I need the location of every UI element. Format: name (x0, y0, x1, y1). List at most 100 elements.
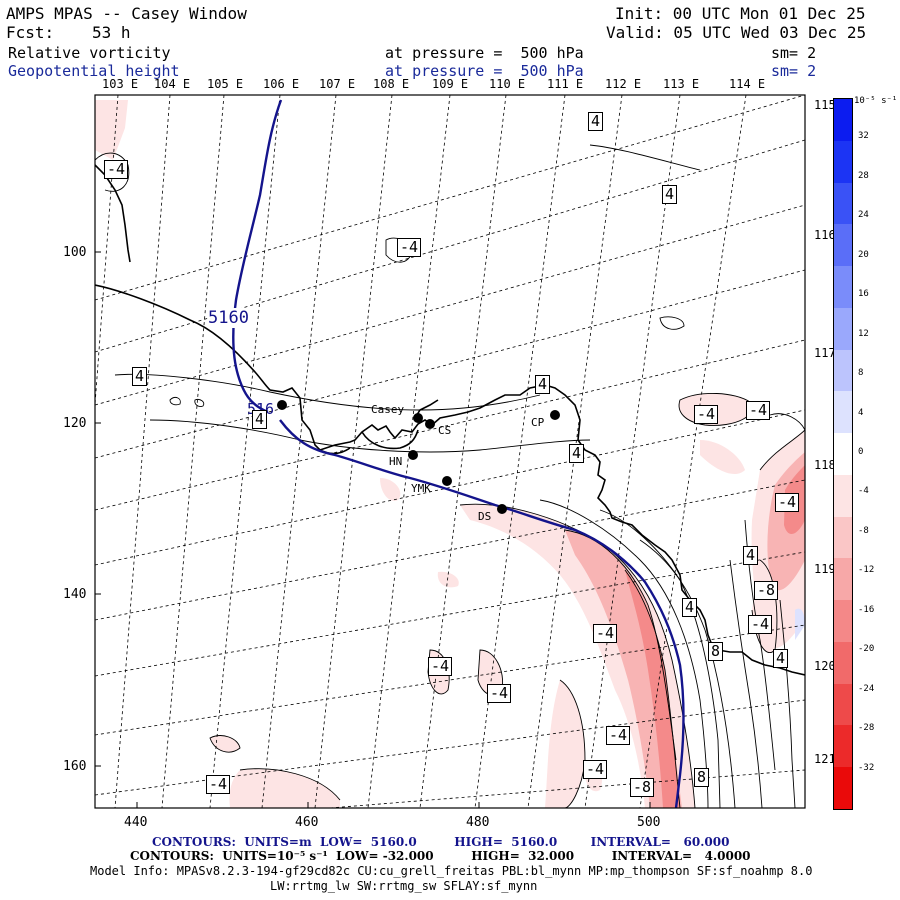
contour-label: -4 (428, 657, 453, 676)
contour-label: 4 (682, 598, 698, 617)
colorbar-label: -20 (858, 644, 875, 655)
station-label-cp: CP (531, 416, 545, 429)
colorbar-label: -32 (858, 762, 875, 773)
contour-label: 4 (743, 546, 759, 565)
contour-label: -4 (775, 493, 800, 512)
forecast-label: Fcst: (6, 23, 55, 42)
colorbar (833, 98, 853, 810)
field2-level: at pressure = 500 hPa (385, 62, 584, 80)
contour-label: -4 (593, 624, 618, 643)
contour-label: 8 (708, 642, 724, 661)
lon-label: 106 E (263, 77, 300, 91)
colorbar-swatch (834, 266, 852, 308)
lon-label: 103 E (102, 77, 139, 91)
lon-label: 114 E (729, 77, 766, 91)
model-physics: LW:rrtmg_lw SW:rrtmg_sw SFLAY:sf_mynn (270, 879, 538, 893)
contour-label: -4 (104, 160, 129, 179)
colorbar-unit: 10⁻⁵ s⁻¹ (854, 96, 898, 106)
contour-label: -8 (754, 581, 779, 600)
contour-label: -4 (748, 615, 773, 634)
colorbar-swatch (834, 99, 852, 141)
x-tick-label: 480 (466, 815, 490, 830)
station-label-ymk: YMK (411, 482, 431, 495)
colorbar-label: 24 (858, 210, 869, 221)
height-contour-info: CONTOURS: UNITS=m LOW= 5160.0 HIGH= 5160… (152, 835, 730, 849)
station-label-casey: Casey (371, 403, 405, 416)
contour-label: -4 (694, 405, 719, 424)
colorbar-label: 32 (858, 131, 869, 142)
colorbar-label: 20 (858, 249, 869, 260)
graticule (95, 95, 805, 808)
colorbar-swatch (834, 683, 852, 726)
colorbar-swatch (834, 182, 852, 225)
lon-label: 111 E (547, 77, 584, 91)
lon-label: 107 E (319, 77, 356, 91)
y-tick-label: 140 (63, 587, 87, 602)
contour-label: 4 (535, 375, 551, 394)
contour-label: -4 (746, 401, 771, 420)
colorbar-swatch (834, 140, 852, 183)
colorbar-swatch (834, 474, 852, 517)
geopotential-height-contour (232, 99, 685, 808)
colorbar-swatch (834, 516, 852, 559)
colorbar-swatch (834, 767, 852, 809)
lon-label: 109 E (432, 77, 469, 91)
lon-label: 105 E (207, 77, 244, 91)
init-time: Init: 00 UTC Mon 01 Dec 25 (615, 4, 866, 23)
contour-label: -4 (487, 684, 512, 703)
field2-smoothing: sm= 2 (771, 62, 817, 80)
colorbar-label: -24 (858, 683, 875, 694)
field2-name: Geopotential height (8, 62, 180, 80)
model-info: Model Info: MPASv8.2.3-194-gf29cd82c CU:… (90, 864, 813, 878)
station-label-hn: HN (389, 455, 403, 468)
contour-label: -4 (206, 775, 231, 794)
lon-label: 104 E (154, 77, 191, 91)
colorbar-swatch (834, 349, 852, 392)
colorbar-swatch (834, 558, 852, 601)
colorbar-label: 12 (858, 328, 869, 339)
valid-time: Valid: 05 UTC Wed 03 Dec 25 (606, 23, 867, 42)
colorbar-label: -16 (858, 604, 875, 615)
contour-label: -4 (397, 238, 422, 257)
lon-label: 113 E (663, 77, 700, 91)
lon-label: 108 E (373, 77, 410, 91)
contour-label: 4 (132, 367, 148, 386)
vorticity-contour-info: CONTOURS: UNITS=10⁻⁵ s⁻¹ LOW= -32.000 HI… (130, 849, 751, 863)
colorbar-swatch (834, 433, 852, 475)
station-label-ds: DS (478, 510, 492, 523)
colorbar-swatch (834, 600, 852, 642)
x-tick-label: 460 (295, 815, 319, 830)
colorbar-label: 0 (858, 447, 864, 457)
contour-label: 4 (773, 649, 789, 668)
y-tick-label: 120 (63, 416, 87, 431)
y-tick-label: 160 (63, 759, 87, 774)
contour-label: 4 (588, 112, 604, 131)
contour-label: 4 (252, 410, 268, 429)
forecast-hour: 53 h (92, 23, 131, 42)
contour-label: -4 (606, 726, 631, 745)
x-tick-label: 500 (637, 815, 661, 830)
contour-label: -8 (630, 778, 655, 797)
colorbar-label: 4 (858, 407, 864, 418)
height-contour-label: 5160 (208, 308, 249, 328)
colorbar-swatch (834, 224, 852, 267)
plot-title: AMPS MPAS -- Casey Window (6, 4, 247, 23)
colorbar-label: 28 (858, 170, 869, 181)
colorbar-swatch (834, 307, 852, 350)
colorbar-label: -28 (858, 723, 875, 734)
colorbar-label: 8 (858, 368, 864, 379)
colorbar-swatch (834, 641, 852, 684)
lon-label: 110 E (489, 77, 526, 91)
station-label-cs: CS (438, 424, 452, 437)
colorbar-swatch (834, 391, 852, 434)
vorticity-shading (95, 100, 805, 808)
y-tick-label: 100 (63, 245, 87, 260)
field1-name: Relative vorticity (8, 44, 171, 62)
vorticity-contours (95, 144, 805, 808)
x-tick-label: 440 (124, 815, 148, 830)
colorbar-label: -8 (858, 525, 869, 536)
colorbar-label: -12 (858, 565, 875, 576)
contour-label: 4 (662, 185, 678, 204)
contour-label: -4 (583, 760, 608, 779)
